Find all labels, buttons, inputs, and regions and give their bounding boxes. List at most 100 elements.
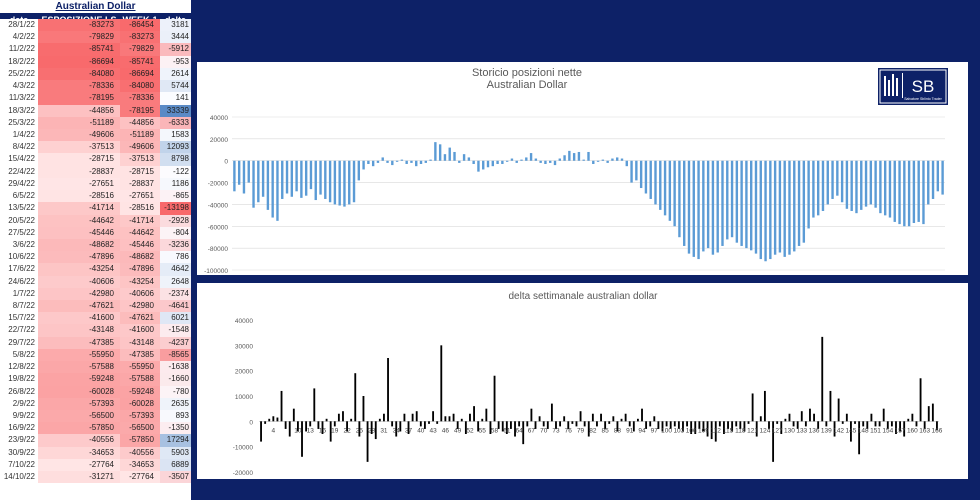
bar xyxy=(882,408,885,422)
cell-date: 12/8/22 xyxy=(0,361,38,374)
cell-date: 23/9/22 xyxy=(0,434,38,447)
bar xyxy=(419,160,423,164)
bar xyxy=(616,421,619,432)
table-row: 29/7/22 -47385 -43148 -4237 xyxy=(0,336,191,349)
x-tick-label: 28 xyxy=(368,427,376,434)
bar xyxy=(845,413,848,422)
cell-esposizione: -57850 xyxy=(38,422,120,435)
bar xyxy=(582,159,585,161)
cell-week1: -43254 xyxy=(120,275,160,288)
cell-date: 18/2/22 xyxy=(0,55,38,68)
bar xyxy=(337,413,340,422)
cell-delta: -5912 xyxy=(160,43,191,56)
cell-date: 15/4/22 xyxy=(0,153,38,166)
bar xyxy=(525,157,528,161)
chart-title: Storicio posizioni nette xyxy=(472,67,582,79)
bar xyxy=(645,421,648,429)
bar xyxy=(489,421,492,434)
bar xyxy=(501,160,504,164)
table-row: 27/5/22 -45446 -44642 -804 xyxy=(0,226,191,239)
table-row: 25/3/22 -51189 -44856 -6333 xyxy=(0,116,191,129)
cell-date: 24/6/22 xyxy=(0,275,38,288)
x-tick-label: 136 xyxy=(809,427,820,434)
cell-esposizione: -41714 xyxy=(38,202,120,215)
bar xyxy=(333,160,337,205)
bar xyxy=(862,421,865,427)
cell-delta: 3444 xyxy=(160,31,191,44)
cell-date: 30/9/22 xyxy=(0,446,38,459)
bar xyxy=(878,421,881,427)
bar xyxy=(759,160,762,260)
table-row: 15/7/22 -41600 -47621 6021 xyxy=(0,312,191,325)
bar xyxy=(272,416,275,422)
cell-delta: 1583 xyxy=(160,128,191,142)
table-row: 20/5/22 -44642 -41714 -2928 xyxy=(0,214,191,227)
cell-delta: -4641 xyxy=(160,300,191,313)
y-tick-label: -60000 xyxy=(208,224,229,231)
bar xyxy=(601,159,605,161)
cell-esposizione: -44642 xyxy=(38,214,120,227)
bar xyxy=(403,413,406,422)
x-tick-label: 118 xyxy=(735,427,746,434)
x-tick-label: 103 xyxy=(673,427,684,434)
table-row: 23/9/22 -40556 -57850 17294 xyxy=(0,434,191,447)
cell-date: 20/5/22 xyxy=(0,214,38,227)
cell-week1: -44642 xyxy=(120,226,160,239)
cell-esposizione: -43148 xyxy=(38,324,120,337)
cell-date: 3/6/22 xyxy=(0,238,38,252)
bar xyxy=(694,421,697,434)
bar xyxy=(367,160,370,164)
x-tick-label: 121 xyxy=(747,427,758,434)
bar xyxy=(526,421,529,427)
x-tick-label: 139 xyxy=(821,427,832,434)
bar xyxy=(927,160,930,205)
x-tick-label: 100 xyxy=(661,427,672,434)
bar xyxy=(295,160,298,192)
bar xyxy=(807,160,810,229)
bar xyxy=(751,393,754,422)
table-row: 1/7/22 -42980 -40606 -2374 xyxy=(0,287,191,301)
bar xyxy=(632,421,635,432)
cell-esposizione: -40606 xyxy=(38,275,120,288)
bar xyxy=(931,403,934,422)
sb-logo: SB Salvatore Sblinto Trader xyxy=(878,68,948,105)
bar xyxy=(745,160,748,249)
table-row: 17/6/22 -43254 -47896 4642 xyxy=(0,263,191,276)
bar xyxy=(563,416,566,422)
bar xyxy=(290,160,294,197)
bar xyxy=(472,160,475,164)
bar xyxy=(514,421,516,437)
bar xyxy=(850,421,852,442)
bar xyxy=(592,160,595,164)
bar xyxy=(440,345,443,422)
bar xyxy=(690,421,693,434)
x-tick-label: 13 xyxy=(307,427,315,434)
cell-esposizione: -60028 xyxy=(38,385,120,398)
cell-delta: -1350 xyxy=(160,422,191,435)
bar xyxy=(405,160,408,164)
bar xyxy=(549,160,552,163)
bar xyxy=(505,160,509,162)
cell-esposizione: -49606 xyxy=(38,128,120,142)
bar xyxy=(829,390,832,422)
bar xyxy=(321,421,324,434)
bar xyxy=(378,418,381,422)
x-tick-label: 142 xyxy=(833,427,844,434)
bar xyxy=(922,160,925,225)
bar xyxy=(600,413,602,422)
bar xyxy=(893,160,896,222)
table-row: 2/9/22 -57393 -60028 2635 xyxy=(0,397,191,410)
x-tick-label: 112 xyxy=(711,427,722,434)
bar xyxy=(768,421,770,429)
bar xyxy=(491,160,494,167)
x-tick-label: 49 xyxy=(454,427,462,434)
cell-date: 28/1/22 xyxy=(0,19,38,32)
cell-week1: -57393 xyxy=(120,410,160,423)
cell-date: 2/9/22 xyxy=(0,397,38,410)
cell-delta: -2928 xyxy=(160,214,191,227)
bar xyxy=(706,160,710,249)
table-row: 15/4/22 -28715 -37513 8798 xyxy=(0,153,191,166)
bar xyxy=(653,416,656,422)
cell-date: 7/10/22 xyxy=(0,458,38,472)
y-tick-label: -100000 xyxy=(204,268,228,275)
